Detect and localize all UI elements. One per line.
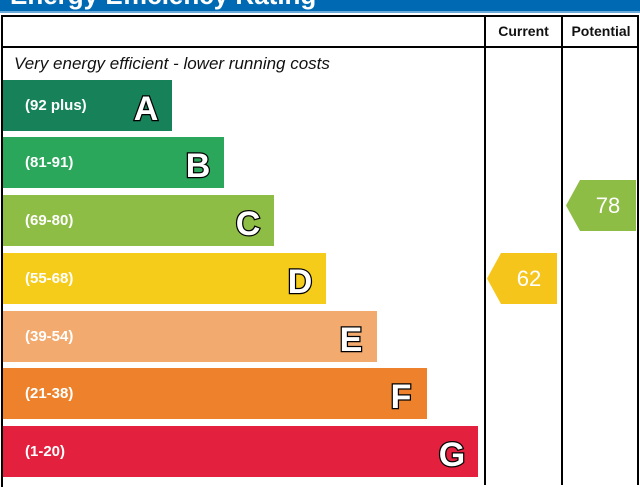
rating-range-label: (21-38) — [25, 385, 74, 402]
rating-letter: B — [184, 146, 211, 185]
svg-text:D: D — [288, 263, 313, 301]
title-band: Energy Efficiency Rating — [0, 0, 640, 11]
svg-text:A: A — [134, 90, 159, 128]
header-divider — [1, 46, 639, 48]
rating-letter: A — [132, 89, 159, 128]
rating-range-label: (81-91) — [25, 154, 74, 171]
rating-bar-b: (81-91) B — [3, 137, 224, 188]
chart-title: Energy Efficiency Rating — [10, 0, 316, 11]
potential-rating-arrow-value: 78 — [595, 193, 621, 218]
title-underline — [0, 11, 640, 13]
efficient-note: Very energy efficient - lower running co… — [14, 54, 330, 73]
rating-bar-d: (55-68) D — [3, 253, 326, 304]
rating-bar-a: (92 plus) A — [3, 80, 172, 131]
column-divider — [637, 15, 639, 485]
rating-bar-c: (69-80) C — [3, 195, 274, 246]
svg-text:B: B — [186, 147, 211, 185]
rating-letter: F — [389, 377, 412, 416]
rating-bar-f: (21-38) F — [3, 368, 427, 419]
rating-table — [1, 15, 639, 487]
rating-letter: G — [438, 435, 467, 474]
column-divider — [484, 15, 486, 485]
rating-letter: E — [338, 320, 363, 359]
potential-rating-arrow: 78 — [566, 180, 636, 231]
svg-text:C: C — [236, 205, 261, 243]
rating-range-label: (55-68) — [25, 270, 74, 287]
svg-text:F: F — [391, 378, 412, 416]
rating-range-label: (69-80) — [25, 212, 74, 229]
current-header: Current — [498, 23, 549, 39]
rating-bar-g: (1-20) G — [3, 426, 478, 477]
column-divider — [561, 15, 563, 485]
svg-text:G: G — [439, 436, 465, 474]
current-rating-arrow-value: 62 — [516, 266, 542, 291]
potential-header: Potential — [571, 23, 631, 39]
rating-letter: D — [286, 262, 313, 301]
rating-range-label: (39-54) — [25, 328, 74, 345]
rating-letter: C — [234, 204, 261, 243]
rating-bar-e: (39-54) E — [3, 311, 377, 362]
rating-range-label: (1-20) — [25, 443, 66, 460]
current-rating-arrow: 62 — [487, 253, 557, 304]
rating-range-label: (92 plus) — [25, 97, 87, 114]
svg-text:E: E — [340, 321, 363, 359]
